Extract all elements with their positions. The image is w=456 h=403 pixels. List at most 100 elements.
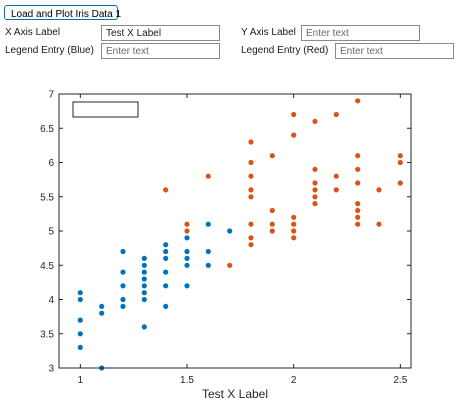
scatter-point-series-1 xyxy=(77,290,83,296)
scatter-point-series-1 xyxy=(141,324,147,330)
scatter-point-series-1 xyxy=(205,262,211,268)
scatter-point-series-1 xyxy=(120,296,126,303)
axis-ticks: 1 1.5 2 2.5 3 3.5 4 4.5 5 5.5 6 6.5 7 xyxy=(40,90,411,386)
x-axis-title: Test X Label xyxy=(202,387,268,401)
scatter-point-series-1 xyxy=(77,331,83,337)
x-tick-label: 1 xyxy=(78,375,84,386)
scatter-point-series-2 xyxy=(312,118,318,124)
y-tick-label: 3 xyxy=(48,364,54,375)
plot-markers xyxy=(77,98,403,371)
scatter-point-series-1 xyxy=(120,283,126,289)
scatter-point-series-2 xyxy=(376,187,382,193)
scatter-point-series-2 xyxy=(248,235,254,241)
scatter-point-series-2 xyxy=(248,159,254,166)
scatter-point-series-1 xyxy=(141,269,147,275)
scatter-point-series-2 xyxy=(333,173,339,179)
scatter-point-series-2 xyxy=(312,166,318,172)
scatter-point-series-2 xyxy=(248,139,254,145)
scatter-point-series-2 xyxy=(333,187,339,193)
legend-box xyxy=(72,101,139,118)
scatter-point-series-1 xyxy=(120,248,126,255)
scatter-point-series-1 xyxy=(163,255,169,261)
scatter-point-series-1 xyxy=(163,248,169,255)
scatter-point-series-1 xyxy=(77,344,83,350)
scatter-point-series-1 xyxy=(184,255,190,261)
y-tick-label: 5 xyxy=(48,227,54,238)
scatter-point-series-2 xyxy=(291,111,297,118)
scatter-point-series-1 xyxy=(163,283,169,289)
x-tick-label: 1.5 xyxy=(180,375,194,386)
x-tick-label: 2.5 xyxy=(393,375,407,386)
scatter-point-series-2 xyxy=(355,153,361,159)
scatter-point-series-2 xyxy=(291,221,297,227)
scatter-point-series-2 xyxy=(291,235,297,241)
scatter-point-series-1 xyxy=(141,283,147,289)
scatter-point-series-2 xyxy=(312,187,318,193)
scatter-point-series-2 xyxy=(269,221,275,227)
x-tick-label: 2 xyxy=(291,375,297,386)
scatter-point-series-1 xyxy=(99,303,105,309)
y-axis-label-input[interactable] xyxy=(301,25,420,41)
scatter-point-series-2 xyxy=(355,221,361,227)
scatter-point-series-2 xyxy=(248,242,254,248)
scatter-point-series-1 xyxy=(141,262,147,268)
scatter-point-series-2 xyxy=(205,173,211,179)
scatter-point-series-1 xyxy=(227,228,233,234)
legend-blue-caption: Legend Entry (Blue) xyxy=(5,45,94,56)
scatter-point-series-2 xyxy=(248,187,254,193)
y-axis-label-caption: Y Axis Label xyxy=(241,27,296,38)
scatter-point-series-1 xyxy=(184,235,190,241)
y-tick-label: 3.5 xyxy=(40,329,54,340)
scatter-point-series-2 xyxy=(248,194,254,200)
x-axis-label-caption: X Axis Label xyxy=(5,27,61,38)
scatter-point-series-2 xyxy=(227,262,233,268)
scatter-point-series-1 xyxy=(141,296,147,303)
scatter-point-series-2 xyxy=(184,221,190,227)
scatter-point-series-2 xyxy=(312,201,318,207)
scatter-point-series-1 xyxy=(141,255,147,261)
scatter-point-series-1 xyxy=(184,262,190,268)
scatter-point-series-2 xyxy=(355,214,361,220)
scatter-point-series-2 xyxy=(312,194,318,200)
scatter-point-series-1 xyxy=(141,290,147,296)
scatter-point-series-1 xyxy=(99,310,105,316)
axes-box xyxy=(58,93,412,369)
scatter-point-series-1 xyxy=(163,303,169,309)
scatter-point-series-2 xyxy=(397,180,403,186)
legend-red-input[interactable] xyxy=(335,43,454,59)
scatter-point-series-2 xyxy=(355,166,361,172)
scatter-point-series-1 xyxy=(77,296,83,303)
scatter-point-series-2 xyxy=(184,228,190,234)
scatter-point-series-2 xyxy=(163,187,169,193)
scatter-point-series-1 xyxy=(163,269,169,275)
load-plot-button[interactable]: Load and Plot Iris Data 1 xyxy=(4,5,121,20)
scatter-point-series-1 xyxy=(120,269,126,275)
scatter-point-series-1 xyxy=(77,317,83,323)
scatter-point-series-2 xyxy=(248,221,254,227)
scatter-point-series-1 xyxy=(205,221,211,227)
scatter-point-series-2 xyxy=(269,153,275,159)
scatter-point-series-2 xyxy=(355,207,361,214)
legend-red-caption: Legend Entry (Red) xyxy=(241,45,329,56)
scatter-point-series-1 xyxy=(141,276,147,282)
scatter-point-series-2 xyxy=(291,228,297,234)
scatter-point-series-1 xyxy=(163,242,169,248)
scatter-point-series-2 xyxy=(397,159,403,166)
scatter-point-series-2 xyxy=(248,173,254,179)
y-tick-label: 6 xyxy=(48,158,54,169)
x-axis-label-input[interactable] xyxy=(101,25,220,41)
scatter-point-series-2 xyxy=(355,98,361,104)
scatter-point-series-1 xyxy=(205,248,211,255)
y-tick-label: 4 xyxy=(48,295,54,306)
legend-blue-input[interactable] xyxy=(101,43,220,59)
scatter-point-series-2 xyxy=(333,111,339,118)
scatter-point-series-2 xyxy=(397,153,403,159)
y-tick-label: 7 xyxy=(48,90,54,101)
scatter-point-series-2 xyxy=(312,180,318,186)
scatter-point-series-1 xyxy=(184,248,190,255)
y-tick-label: 4.5 xyxy=(40,261,54,272)
scatter-point-series-2 xyxy=(355,180,361,186)
scatter-point-series-2 xyxy=(291,214,297,220)
y-tick-label: 5.5 xyxy=(40,192,54,203)
scatter-point-series-2 xyxy=(269,207,275,214)
